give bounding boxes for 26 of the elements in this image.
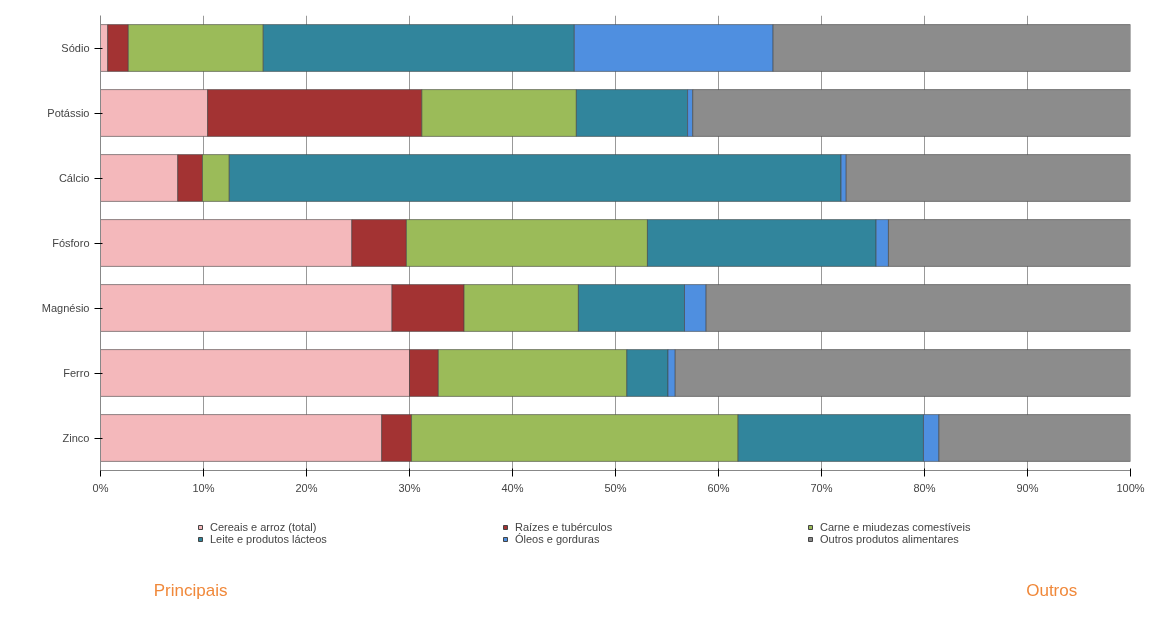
y-tick-label: Fósforo: [52, 237, 90, 249]
y-tick-label: Cálcio: [58, 172, 90, 184]
x-tick-label: 50%: [604, 481, 627, 494]
x-tick-label: 90%: [1016, 481, 1039, 494]
y-tick-label: Sódio: [61, 42, 90, 54]
x-tick-label: 80%: [913, 481, 936, 494]
x-tick-label: 20%: [295, 481, 318, 494]
x-tick-label: 70%: [810, 481, 833, 494]
x-tick-label: 100%: [1116, 481, 1145, 494]
y-tick-label: Zinco: [62, 432, 90, 444]
legend-label: Cereais e arroz (total): [210, 521, 318, 533]
legend-label: Outros produtos alimentares: [820, 533, 960, 545]
x-tick-label: 60%: [707, 481, 730, 494]
legend-label: Óleos e gorduras: [515, 533, 601, 545]
text: Outros: [1026, 581, 1078, 600]
legend-label: Raízes e tubérculos: [515, 521, 614, 533]
legend-label: Carne e miudezas comestíveis: [820, 521, 972, 533]
x-tick-label: 0%: [92, 481, 109, 494]
y-tick-label: Ferro: [63, 367, 90, 379]
y-tick-label: Potássio: [47, 107, 90, 119]
legend-label: Leite e produtos lácteos: [210, 533, 328, 545]
x-tick-label: 10%: [192, 481, 215, 494]
y-tick-label: Magnésio: [41, 302, 90, 314]
text: Principais: [153, 581, 228, 600]
x-tick-label: 40%: [501, 481, 524, 494]
x-tick-label: 30%: [398, 481, 421, 494]
